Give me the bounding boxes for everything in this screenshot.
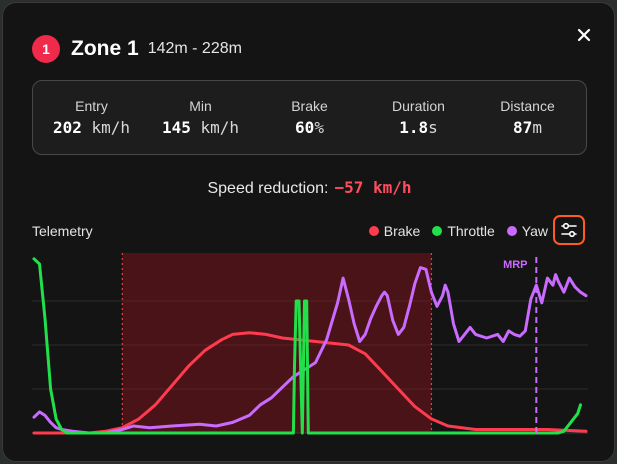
legend-label-brake: Brake	[383, 223, 421, 239]
series-line-throttle	[32, 257, 582, 435]
stat-label: Min	[189, 98, 212, 114]
stat-value: 60%	[264, 118, 356, 137]
telemetry-label: Telemetry	[32, 223, 93, 239]
stat-label: Distance	[500, 98, 555, 114]
legend-label-yaw: Yaw	[521, 223, 548, 239]
legend-label-throttle: Throttle	[447, 223, 495, 239]
stat-label: Duration	[392, 98, 445, 114]
stat-value: 202 km/h	[46, 118, 138, 137]
speed-reduction-label: Speed reduction:	[207, 180, 329, 197]
zone-highlight	[122, 253, 432, 433]
legend-item-yaw[interactable]: Yaw	[506, 223, 548, 239]
stat-number: 202	[52, 118, 82, 137]
stat-value: 145 km/h	[155, 118, 247, 137]
stat-label: Brake	[291, 98, 328, 114]
stat-unit: km/h	[81, 118, 131, 137]
stat-unit: m	[532, 118, 542, 137]
speed-reduction-value: −57 km/h	[334, 178, 412, 197]
speed-reduction: Speed reduction: −57 km/h	[3, 178, 614, 198]
chart-settings-button[interactable]	[553, 215, 585, 245]
legend-dot-yaw	[506, 226, 517, 236]
series-line-yaw	[32, 266, 588, 435]
sliders-icon	[561, 222, 577, 238]
stat-label: Entry	[75, 98, 108, 114]
stat-unit: km/h	[190, 118, 240, 137]
stat-brake: Brake 60%	[264, 98, 356, 137]
zone-number-badge: 1	[32, 35, 60, 63]
close-icon	[577, 28, 591, 42]
stat-duration: Duration 1.8s	[373, 98, 465, 137]
zone-stats: Entry 202 km/h Min 145 km/h Brake 60% Du…	[32, 80, 587, 155]
stat-entry: Entry 202 km/h	[46, 98, 138, 137]
stat-value: 87m	[482, 118, 574, 137]
stat-min: Min 145 km/h	[155, 98, 247, 137]
zone-range: 142m - 228m	[147, 40, 242, 57]
telemetry-chart: MRP	[32, 253, 588, 435]
series-line-brake	[32, 331, 588, 435]
stat-unit: %	[314, 118, 324, 137]
zone-title: Zone 1	[71, 37, 139, 60]
stat-number: 145	[161, 118, 191, 137]
zone-header: 1 Zone 1 142m - 228m	[32, 35, 242, 63]
legend-item-brake[interactable]: Brake	[368, 223, 421, 239]
stat-number: 1.8	[399, 118, 429, 137]
stat-unit: s	[428, 118, 438, 137]
close-button[interactable]	[572, 23, 596, 47]
legend-item-throttle[interactable]: Throttle	[432, 223, 495, 239]
stat-number: 60	[295, 118, 315, 137]
stat-distance: Distance 87m	[482, 98, 574, 137]
mrp-marker-label: MRP	[503, 259, 527, 271]
legend-dot-brake	[368, 226, 379, 236]
legend-dot-throttle	[432, 226, 443, 236]
chart-legend: Brake Throttle Yaw	[368, 223, 548, 239]
stat-number: 87	[513, 118, 533, 137]
stat-value: 1.8s	[373, 118, 465, 137]
